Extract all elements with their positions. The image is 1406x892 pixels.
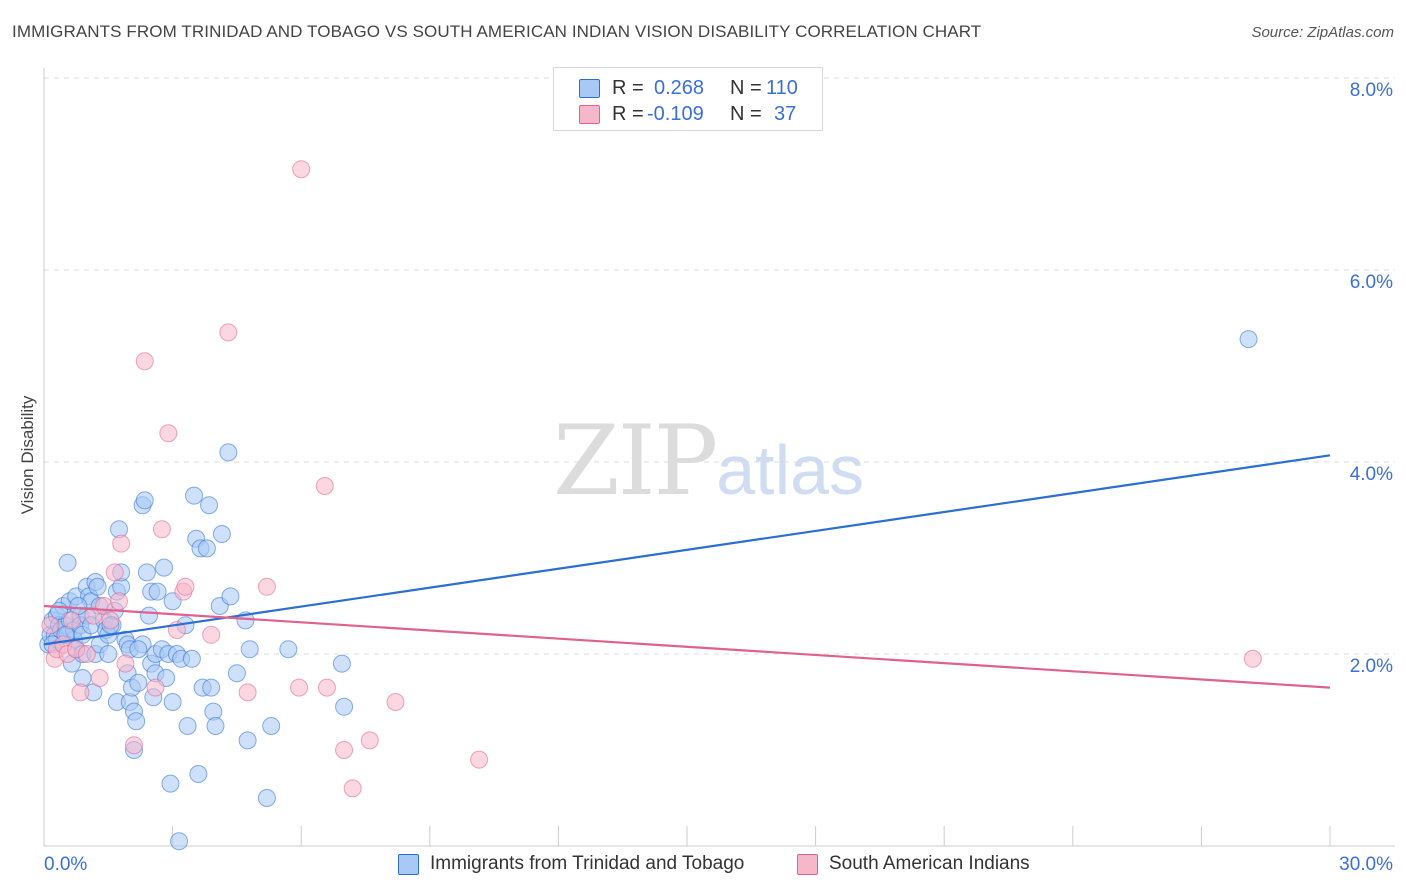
point-trinidad (99, 645, 118, 663)
point-south-american-indian (71, 683, 90, 702)
point-south-american-indian (110, 592, 129, 611)
legend-label: South American Indians (829, 853, 1030, 874)
n-label: N = (730, 77, 762, 99)
point-trinidad (206, 717, 225, 735)
point-trinidad (221, 587, 240, 606)
point-south-american-indian (343, 779, 362, 798)
n-value: 110 (766, 77, 798, 99)
point-south-american-indian (105, 563, 124, 582)
point-south-american-indian (152, 520, 171, 539)
point-trinidad (178, 717, 197, 735)
point-south-american-indian (159, 424, 178, 443)
point-south-american-indian (292, 160, 311, 179)
point-trinidad (1239, 330, 1258, 349)
point-trinidad (170, 832, 189, 851)
trend-line-trinidad (43, 454, 1331, 646)
point-south-american-indian (290, 678, 309, 697)
point-trinidad (155, 558, 174, 577)
point-trinidad (161, 774, 180, 793)
point-south-american-indian (146, 678, 165, 697)
point-trinidad (58, 553, 77, 572)
x-tick-label: 0.0% (44, 854, 87, 875)
chart-title: IMMIGRANTS FROM TRINIDAD AND TOBAGO VS S… (12, 22, 982, 41)
legend-swatch-pink (797, 854, 818, 875)
y-tick-label: 4.0% (1350, 464, 1393, 485)
legend-swatch-blue (398, 854, 419, 875)
y-tick-label: 8.0% (1350, 80, 1393, 101)
stats-row-pink: R = -0.109 N = 37 (554, 101, 822, 127)
point-trinidad (140, 606, 159, 625)
legend: Immigrants from Trinidad and Tobago Sout… (0, 852, 1406, 878)
point-trinidad (257, 789, 276, 807)
point-trinidad (212, 525, 231, 543)
point-trinidad (135, 491, 154, 510)
blue-swatch (579, 79, 600, 98)
point-south-american-indian (317, 678, 336, 697)
pink-swatch (579, 105, 600, 124)
point-trinidad (189, 765, 208, 783)
point-trinidad (185, 486, 204, 505)
point-trinidad (332, 654, 351, 673)
point-south-american-indian (101, 611, 120, 630)
point-south-american-indian (116, 654, 135, 673)
x-tick-label: 30.0% (1339, 854, 1393, 875)
r-label: R = (612, 77, 644, 99)
point-south-american-indian (470, 750, 489, 769)
r-label: R = (612, 103, 644, 125)
n-value: 37 (774, 103, 797, 125)
r-value: 0.268 (654, 77, 705, 99)
point-south-american-indian (335, 741, 354, 759)
y-tick-label: 2.0% (1350, 656, 1393, 677)
point-south-american-indian (257, 577, 276, 596)
point-trinidad (182, 649, 201, 668)
source-credit: Source: ZipAtlas.com (1251, 24, 1394, 41)
n-label: N = (730, 103, 762, 125)
point-trinidad (127, 712, 146, 731)
point-trinidad (129, 673, 148, 692)
point-south-american-indian (125, 736, 144, 755)
point-south-american-indian (62, 611, 81, 630)
point-south-american-indian (315, 477, 334, 495)
y-tick-label: 6.0% (1350, 272, 1393, 293)
point-south-american-indian (41, 616, 60, 635)
y-axis-label: Vision Disability (18, 395, 37, 515)
r-value: -0.109 (647, 103, 704, 125)
point-south-american-indian (135, 352, 154, 371)
point-south-american-indian (176, 577, 195, 596)
legend-label: Immigrants from Trinidad and Tobago (430, 853, 745, 874)
point-trinidad (197, 539, 216, 558)
point-trinidad (335, 697, 354, 716)
stats-row-blue: R = 0.268 N = 110 (554, 75, 822, 101)
point-south-american-indian (360, 731, 379, 750)
trend-line-south-american-indian (43, 604, 1331, 689)
point-trinidad (227, 664, 246, 683)
point-trinidad (219, 443, 238, 462)
point-south-american-indian (219, 323, 238, 342)
point-trinidad (163, 693, 182, 711)
point-trinidad (202, 678, 221, 697)
point-south-american-indian (77, 645, 96, 663)
point-trinidad (238, 731, 257, 750)
point-south-american-indian (112, 534, 131, 553)
point-trinidad (200, 496, 219, 515)
point-south-american-indian (90, 669, 109, 687)
stats-box: R = 0.268 N = 110 R = -0.109 N = 37 (553, 67, 823, 131)
point-trinidad (137, 563, 156, 582)
point-south-american-indian (238, 683, 257, 702)
point-trinidad (240, 640, 259, 659)
point-trinidad (279, 640, 298, 659)
point-trinidad (129, 640, 148, 659)
point-south-american-indian (1243, 649, 1262, 668)
point-trinidad (88, 577, 107, 596)
point-south-american-indian (386, 693, 405, 711)
point-trinidad (262, 717, 281, 735)
point-trinidad (148, 582, 167, 601)
point-south-american-indian (202, 625, 221, 644)
